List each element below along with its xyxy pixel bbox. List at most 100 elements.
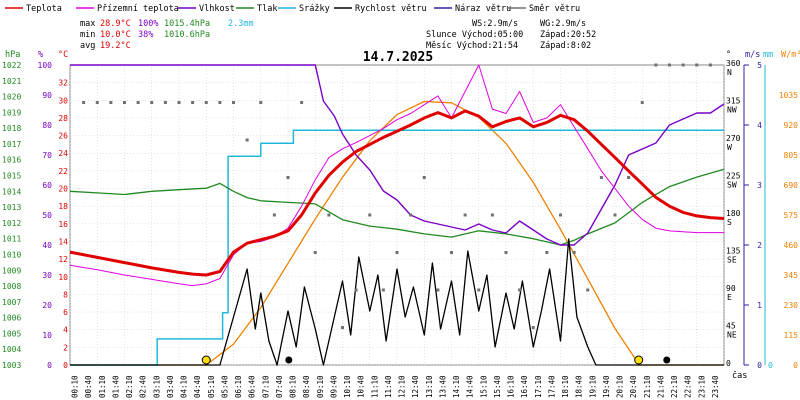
solar-tick-label: 460 (784, 241, 799, 250)
time-tick-label: 12:40 (411, 375, 420, 398)
stats-block: max 28.9°C 100% 1015.4hPa 2.3mm min 10.0… (80, 19, 596, 51)
time-tick-label: 07:40 (275, 375, 284, 398)
humidity-tick-label: 30 (42, 271, 52, 280)
stat-max-temp: 28.9°C (100, 19, 131, 29)
unit-wm2: W/m² (781, 50, 800, 60)
wind-dir-point (300, 101, 304, 104)
wind-dir-point (613, 213, 617, 217)
time-tick-label: 13:10 (425, 375, 434, 398)
stat-min-hum: 38% (138, 30, 153, 40)
wind-dir-point (531, 326, 535, 329)
wind-dir-point (654, 63, 658, 67)
wind-dir-point (259, 101, 263, 104)
pressure-tick-label: 1019 (2, 108, 21, 117)
humidity-tick-label: 0 (47, 361, 52, 370)
series-line-feels_like (69, 64, 724, 287)
wind-tick-label: 3 (757, 181, 762, 190)
legend-label-temperature: Teplota (26, 4, 62, 14)
wind-dir-point (163, 101, 167, 104)
time-tick-label: 14:10 (452, 375, 461, 398)
solar-tick-label: 920 (784, 121, 799, 130)
time-tick-label: 20:40 (629, 375, 638, 398)
wind-dir-tick-label: 180 (726, 209, 741, 218)
pressure-tick-label: 1020 (2, 93, 21, 102)
solar-tick-label: 345 (784, 271, 799, 280)
wind-dir-point (109, 101, 113, 104)
time-tick-label: 22:40 (684, 375, 693, 398)
humidity-tick-label: 80 (42, 121, 52, 130)
series-line-pressure (69, 168, 725, 246)
wind-dir-point (368, 213, 372, 217)
stat-moonrise: Měsíc Východ:21:54 (426, 41, 518, 51)
wind-dir-point (708, 63, 712, 67)
solar-tick-label: 115 (784, 331, 799, 340)
pressure-tick-label: 1016 (2, 156, 21, 165)
time-tick-label: 23:10 (697, 375, 706, 398)
wind-dir-point (395, 251, 399, 254)
pressure-tick-label: 1013 (2, 203, 21, 212)
solar-tick-label: 1035 (779, 91, 798, 100)
temperature-tick-label: 0 (63, 361, 68, 370)
humidity-tick-label: 100 (38, 61, 53, 70)
time-tick-label: 04:10 (180, 375, 189, 398)
solar-tick-label: 805 (784, 151, 799, 160)
wind-dir-point (463, 213, 467, 217)
time-tick-label: 02:40 (139, 375, 148, 398)
time-tick-label: 11:10 (370, 375, 379, 398)
time-tick-label: 10:40 (357, 375, 366, 398)
wind-dir-point (354, 288, 358, 292)
pressure-tick-label: 1005 (2, 329, 21, 338)
time-tick-label: 20:10 (616, 375, 625, 398)
pressure-tick-label: 1007 (2, 298, 21, 307)
wind-dir-compass-label: S (727, 218, 732, 227)
temperature-tick-label: 22 (58, 167, 68, 176)
temperature-tick-label: 32 (58, 79, 68, 88)
wind-dir-point (313, 251, 317, 254)
wind-tick-label: 4 (757, 121, 762, 130)
wind-dir-point (450, 251, 453, 254)
humidity-tick-label: 90 (42, 91, 52, 100)
wind-dir-point (490, 213, 494, 217)
chart-axes: 1003100410051006100710081009101010111012… (2, 59, 798, 398)
wind-dir-tick-label: 90 (726, 284, 736, 293)
sun-icon (634, 355, 644, 365)
pressure-tick-label: 1022 (2, 61, 21, 70)
legend-label-precip: Srážky (299, 4, 330, 14)
stat-sunset: Západ:20:52 (540, 30, 596, 40)
solar-tick-label: 230 (784, 301, 799, 310)
time-tick-label: 11:40 (384, 375, 393, 398)
series-layer (69, 63, 725, 366)
wind-dir-point (681, 63, 685, 67)
stat-ws: WS:2.9m/s (472, 19, 518, 29)
time-tick-label: 15:40 (493, 375, 502, 398)
legend-label-wind_gust: Náraz větru (455, 4, 511, 14)
wind-dir-compass-label: NW (727, 106, 737, 115)
solar-tick-label: 575 (784, 211, 799, 220)
pressure-tick-label: 1003 (2, 361, 21, 370)
humidity-tick-label: 70 (42, 151, 52, 160)
wind-dir-point (82, 101, 86, 104)
wind-dir-point (627, 176, 631, 179)
wind-dir-point (436, 288, 440, 292)
wind-dir-point (477, 288, 481, 292)
time-tick-label: 16:40 (520, 375, 529, 398)
temperature-tick-label: 20 (58, 185, 68, 194)
temperature-tick-label: 10 (58, 273, 68, 282)
series-line-solar (70, 100, 724, 366)
humidity-tick-label: 40 (42, 241, 52, 250)
wind-dir-point (518, 288, 522, 292)
wind-dir-compass-label: SE (727, 256, 737, 265)
wind-dir-point (599, 176, 603, 179)
wind-dir-point (422, 176, 426, 179)
time-tick-label: 09:40 (329, 375, 338, 398)
wind-dir-point (272, 213, 276, 217)
legend-label-humidity: Vlhkost (199, 4, 235, 14)
wind-dir-compass-label: SW (727, 181, 737, 190)
temperature-tick-label: 16 (58, 220, 68, 229)
stat-wg: WG:2.9m/s (540, 19, 586, 29)
humidity-tick-label: 50 (42, 211, 52, 220)
time-tick-label: 17:40 (547, 375, 556, 398)
time-tick-label: 21:10 (643, 375, 652, 398)
wind-dir-point (504, 251, 508, 254)
humidity-tick-label: 20 (42, 301, 52, 310)
